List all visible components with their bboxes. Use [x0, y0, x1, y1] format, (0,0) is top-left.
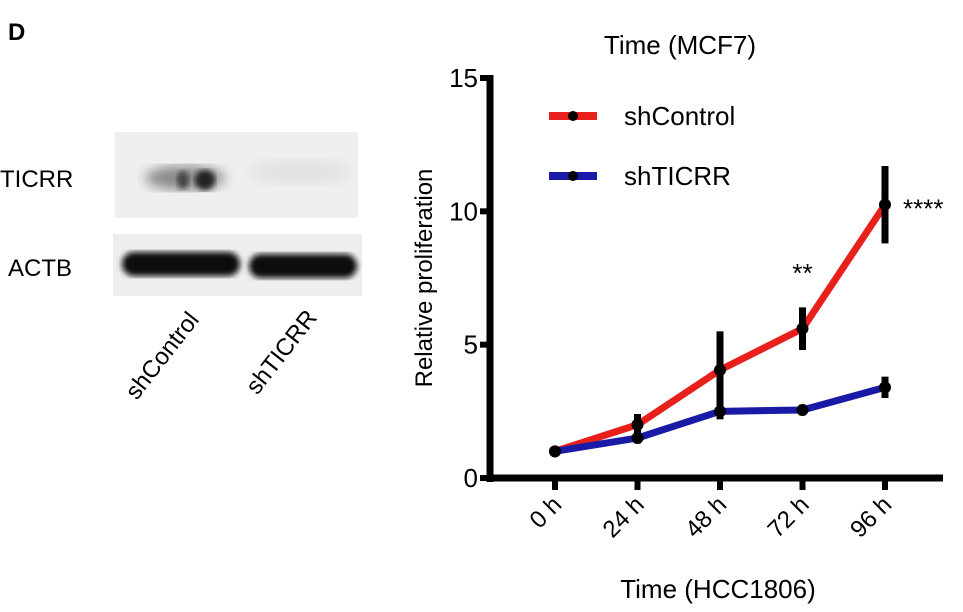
legend-marker [568, 111, 578, 121]
x-tick-label: 0 h [525, 491, 568, 534]
blot-ticrr-band-shcontrol-core2 [177, 171, 189, 189]
data-point-shTICRR [549, 445, 561, 458]
y-tick-label: 5 [464, 330, 478, 360]
proliferation-chart: 0 5 10 15 0 h 24 h 48 h 72 h 96 h shControl shTICR… [449, 63, 943, 543]
y-axis-label: Relative proliferation [411, 169, 438, 388]
blot-label-actb: ACTB [8, 255, 72, 282]
legend-label: shControl [624, 101, 735, 131]
data-point-shTICRR [714, 405, 726, 418]
y-tick-label: 15 [449, 63, 478, 93]
x-tick-label: 24 h [598, 491, 650, 543]
blot-ticrr-band-shticrr [250, 160, 350, 184]
x-tick-label: 72 h [763, 491, 815, 543]
lane-label-shticrr: shTICRR [241, 305, 323, 399]
x-tick-label: 96 h [845, 491, 897, 543]
blot-label-ticrr: TICRR [0, 166, 73, 193]
legend-marker [568, 171, 578, 181]
significance-annotation: ** [792, 258, 812, 288]
data-point-shControl [714, 364, 726, 376]
panel-label: D [8, 19, 25, 46]
blot-actb-band-shticrr [249, 254, 357, 278]
data-point-shControl [879, 198, 891, 211]
western-blot: TICRR ACTB shControl shTICRR [0, 132, 362, 405]
data-point-shTICRR [796, 404, 809, 416]
y-tick-label: 10 [449, 196, 478, 226]
significance-annotation: **** [903, 194, 943, 224]
blot-actb-band-shcontrol [122, 252, 240, 276]
lane-label-shcontrol: shControl [120, 307, 205, 405]
data-point-shControl [631, 418, 644, 431]
top-caption: Time (MCF7) [604, 30, 756, 60]
data-point-shControl [796, 322, 809, 335]
x-tick-label: 48 h [680, 491, 732, 543]
y-tick-label: 0 [464, 463, 478, 493]
data-point-shTICRR [631, 432, 644, 444]
data-point-shTICRR [879, 381, 891, 394]
legend-label: shTICRR [624, 161, 731, 191]
x-axis-label: Time (HCC1806) [620, 574, 816, 604]
blot-ticrr-band-shcontrol-core [195, 170, 215, 190]
